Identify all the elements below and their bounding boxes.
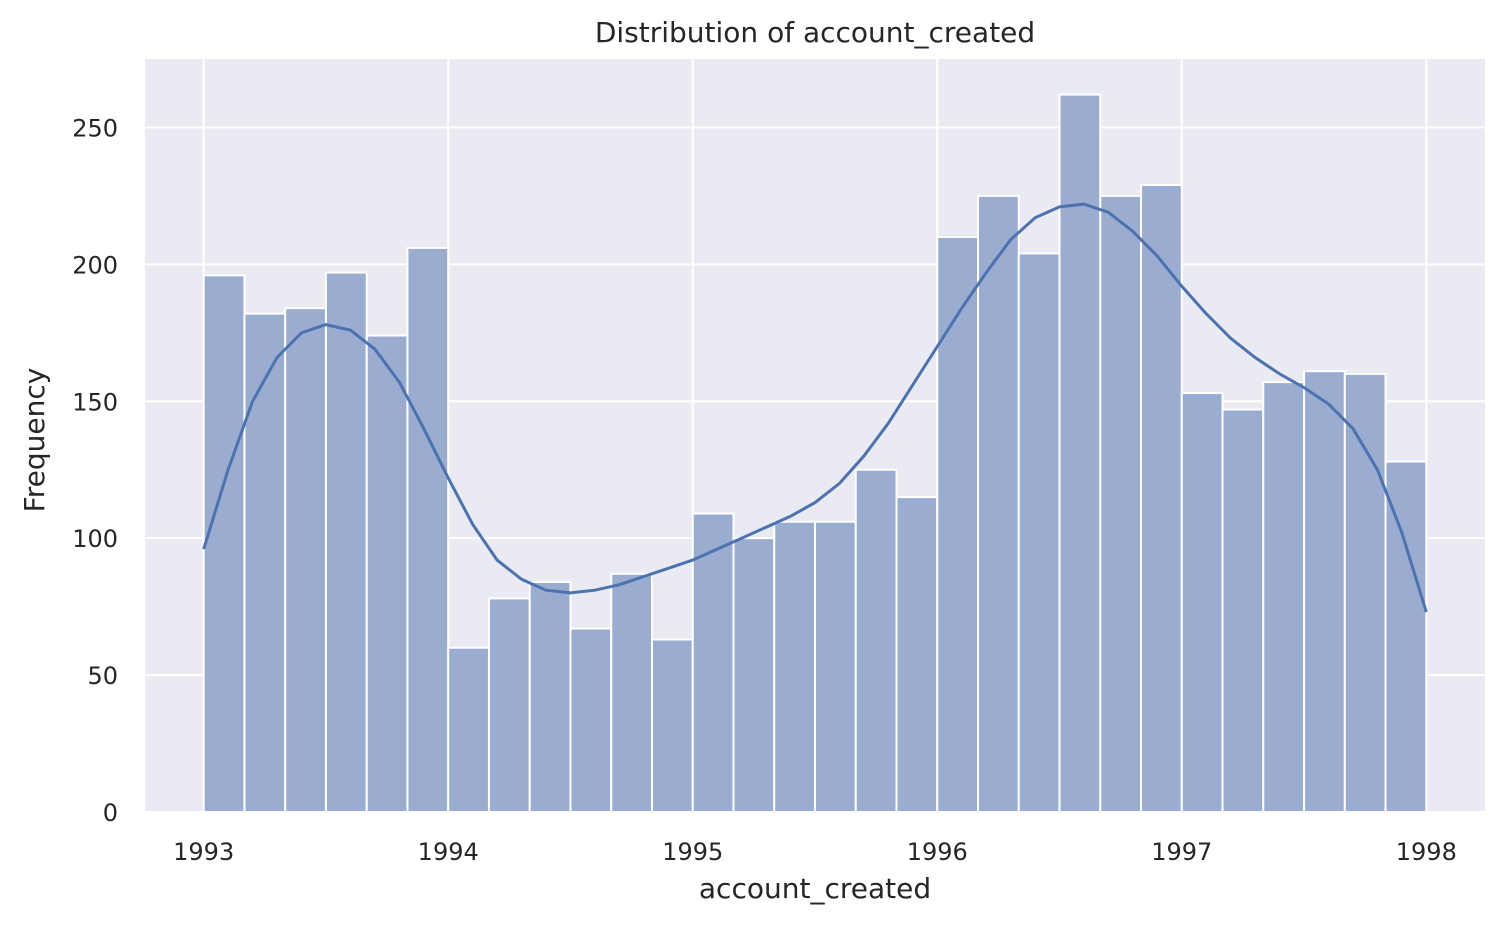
histogram-bar (1343, 372, 1387, 813)
histogram-bar (1017, 252, 1061, 814)
histogram-bar (202, 274, 246, 814)
histogram-bar (1180, 392, 1224, 813)
y-axis-ticks: 0 50 100 150 200 250 (72, 114, 118, 827)
y-tick-label: 200 (72, 251, 118, 279)
histogram-bar (569, 627, 613, 813)
x-tick-label: 1998 (1396, 838, 1457, 866)
histogram-bar (610, 572, 653, 814)
histogram-bar (854, 468, 898, 813)
histogram-bar (284, 307, 327, 813)
histogram-bar (243, 312, 287, 813)
x-axis-label: account_created (699, 872, 931, 905)
histogram-bars (202, 93, 1428, 814)
histogram-bar (365, 334, 409, 813)
histogram-bar (691, 512, 735, 814)
histogram-bar (977, 194, 1020, 813)
x-tick-label: 1996 (907, 838, 968, 866)
kde-curve (202, 202, 1428, 613)
chart-title: Distribution of account_created (595, 16, 1035, 49)
y-tick-label: 250 (72, 114, 118, 142)
histogram-bar (1058, 93, 1102, 813)
x-tick-label: 1993 (173, 838, 234, 866)
x-axis-ticks: 1993 1994 1995 1996 1997 1998 (173, 838, 1457, 866)
histogram-bar (1099, 194, 1143, 813)
histogram-bar (528, 580, 572, 814)
y-tick-label: 0 (103, 799, 118, 827)
histogram-bar (487, 597, 531, 813)
histogram-bar (324, 271, 368, 813)
y-tick-label: 100 (72, 525, 118, 553)
histogram-bar (447, 646, 490, 814)
histogram-bar (895, 496, 939, 813)
y-tick-label: 50 (87, 662, 118, 690)
x-tick-label: 1994 (418, 838, 479, 866)
histogram-bar (1262, 381, 1306, 813)
histogram-bar (773, 520, 817, 814)
x-tick-label: 1995 (662, 838, 723, 866)
histogram-bar (1384, 460, 1428, 813)
y-tick-label: 150 (72, 388, 118, 416)
x-tick-label: 1997 (1151, 838, 1212, 866)
histogram-bar (406, 246, 450, 813)
histogram-bar (1303, 370, 1346, 813)
histogram-bar (814, 520, 857, 814)
histogram-bar (650, 638, 694, 814)
histogram-bar (1140, 183, 1183, 813)
histogram-bar (732, 537, 776, 813)
y-axis-label: Frequency (18, 368, 51, 513)
histogram-bar (936, 235, 980, 813)
histogram-bar (1221, 408, 1265, 813)
